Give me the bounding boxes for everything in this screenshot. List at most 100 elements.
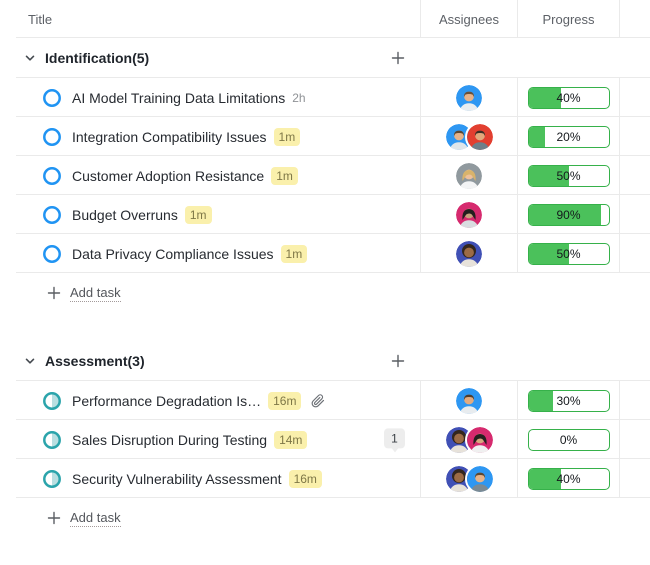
comment-count-badge[interactable]: 1 <box>384 427 405 448</box>
chevron-down-icon[interactable] <box>24 355 36 367</box>
add-task-button-identification[interactable]: Add task <box>0 273 650 313</box>
progress-bar-fill <box>528 87 561 108</box>
add-task-button-assessment[interactable]: Add task <box>0 498 650 538</box>
avatar-man-blue[interactable] <box>445 123 472 150</box>
group-title-assessment[interactable]: Assessment(3) <box>45 353 145 369</box>
avatar-man-glasses-blue-2[interactable] <box>466 465 493 492</box>
task-progress-cell: 20% <box>517 117 619 156</box>
progress-bar[interactable]: 30% <box>527 389 610 412</box>
progress-bar[interactable]: 40% <box>527 86 610 109</box>
task-assignees-cell[interactable] <box>420 420 517 459</box>
task-due-time[interactable]: 16m <box>268 391 302 410</box>
task-title[interactable]: AI Model Training Data Limitations <box>72 89 286 106</box>
task-title-cell: Data Privacy Compliance Issues 1m <box>0 234 420 273</box>
avatar-woman-afro-indigo[interactable] <box>445 465 472 492</box>
group-title-identification[interactable]: Identification(5) <box>45 50 150 66</box>
progress-label: 50% <box>556 168 581 183</box>
avatar-man-glasses-blue[interactable] <box>456 84 482 111</box>
task-extra-cell <box>619 195 650 234</box>
progress-label: 40% <box>556 90 581 105</box>
task-extra-cell <box>619 234 650 273</box>
task-assignees-cell[interactable] <box>420 117 517 156</box>
column-header-title[interactable]: Title <box>28 11 53 27</box>
task-assignees-cell[interactable] <box>420 459 517 498</box>
progress-label: 0% <box>559 432 578 447</box>
chevron-down-icon[interactable] <box>24 52 36 64</box>
task-status-icon[interactable] <box>43 430 61 449</box>
task-extra-cell <box>619 381 650 420</box>
progress-bar[interactable]: 50% <box>527 242 610 265</box>
task-title[interactable]: Data Privacy Compliance Issues <box>72 245 274 262</box>
column-header-assignees-cell[interactable]: Assignees <box>420 0 517 38</box>
task-title[interactable]: Integration Compatibility Issues <box>72 128 267 145</box>
task-title-cell: Performance Degradation Is… 16m <box>0 381 420 420</box>
progress-bar[interactable]: 50% <box>527 164 610 187</box>
avatar-woman-afro-indigo[interactable] <box>445 426 472 453</box>
task-progress-cell: 30% <box>517 381 619 420</box>
assignee-avatars <box>456 387 482 414</box>
task-row[interactable]: Integration Compatibility Issues 1m 20% <box>0 117 650 156</box>
avatar-man-red[interactable] <box>466 123 493 150</box>
avatar-woman-afro-indigo[interactable] <box>456 240 482 267</box>
task-due-time[interactable]: 2h <box>292 90 306 105</box>
assignee-avatars <box>456 201 482 228</box>
group-add-plus-icon[interactable] <box>391 354 405 368</box>
progress-bar[interactable]: 40% <box>527 467 610 490</box>
task-progress-cell: 90% <box>517 195 619 234</box>
progress-bar-fill <box>528 126 545 147</box>
progress-label: 30% <box>556 393 581 408</box>
task-status-icon[interactable] <box>43 391 61 410</box>
task-status-icon[interactable] <box>43 88 61 107</box>
task-row[interactable]: Sales Disruption During Testing 14m 1 0% <box>0 420 650 459</box>
avatar-man-blue-beard[interactable] <box>456 387 482 414</box>
task-row[interactable]: Performance Degradation Is… 16m 30% <box>0 381 650 420</box>
task-title-cell: Sales Disruption During Testing 14m 1 <box>0 420 420 459</box>
task-assignees-cell[interactable] <box>420 381 517 420</box>
column-header-title-cell[interactable]: Title <box>0 0 420 38</box>
add-task-label: Add task <box>70 284 121 302</box>
task-extra-cell <box>619 156 650 195</box>
task-row[interactable]: Data Privacy Compliance Issues 1m 50% <box>0 234 650 273</box>
paperclip-icon[interactable] <box>311 393 325 408</box>
column-header-progress[interactable]: Progress <box>542 11 595 27</box>
task-assignees-cell[interactable] <box>420 78 517 117</box>
task-title-cell: Security Vulnerability Assessment 16m <box>0 459 420 498</box>
task-progress-cell: 0% <box>517 420 619 459</box>
column-header-assignees[interactable]: Assignees <box>439 11 499 27</box>
task-status-icon[interactable] <box>43 127 61 146</box>
task-title[interactable]: Performance Degradation Is… <box>72 392 262 409</box>
task-row[interactable]: Customer Adoption Resistance 1m 50% <box>0 156 650 195</box>
plus-icon <box>47 286 61 300</box>
task-row[interactable]: Security Vulnerability Assessment 16m 40% <box>0 459 650 498</box>
avatar-woman-pink-2[interactable] <box>466 426 493 453</box>
task-assignees-cell[interactable] <box>420 156 517 195</box>
task-status-icon[interactable] <box>43 244 61 263</box>
task-title[interactable]: Sales Disruption During Testing <box>72 431 268 448</box>
task-due-time[interactable]: 14m <box>274 430 308 449</box>
avatar-woman-blonde-gray[interactable] <box>456 162 482 189</box>
task-title-cell: AI Model Training Data Limitations 2h <box>0 78 420 117</box>
task-extra-cell <box>619 420 650 459</box>
task-title[interactable]: Budget Overruns <box>72 206 178 223</box>
task-due-time[interactable]: 1m <box>271 166 298 185</box>
task-assignees-cell[interactable] <box>420 234 517 273</box>
task-status-icon[interactable] <box>43 166 61 185</box>
task-row[interactable]: Budget Overruns 1m 90% <box>0 195 650 234</box>
task-title[interactable]: Customer Adoption Resistance <box>72 167 265 184</box>
task-assignees-cell[interactable] <box>420 195 517 234</box>
task-due-time[interactable]: 1m <box>273 127 301 146</box>
progress-bar[interactable]: 20% <box>527 125 610 148</box>
column-header-progress-cell[interactable]: Progress <box>517 0 619 38</box>
group-add-plus-icon[interactable] <box>391 51 405 65</box>
progress-bar[interactable]: 0% <box>527 428 610 451</box>
task-status-icon[interactable] <box>43 469 61 488</box>
task-title[interactable]: Security Vulnerability Assessment <box>72 470 282 487</box>
group-spacer <box>0 313 650 341</box>
task-row[interactable]: AI Model Training Data Limitations 2h 40% <box>0 78 650 117</box>
task-due-time[interactable]: 1m <box>280 244 308 263</box>
avatar-woman-pink[interactable] <box>456 201 482 228</box>
task-status-icon[interactable] <box>43 205 61 224</box>
progress-bar[interactable]: 90% <box>527 203 610 226</box>
task-due-time[interactable]: 1m <box>184 205 212 224</box>
task-due-time[interactable]: 16m <box>288 469 322 488</box>
